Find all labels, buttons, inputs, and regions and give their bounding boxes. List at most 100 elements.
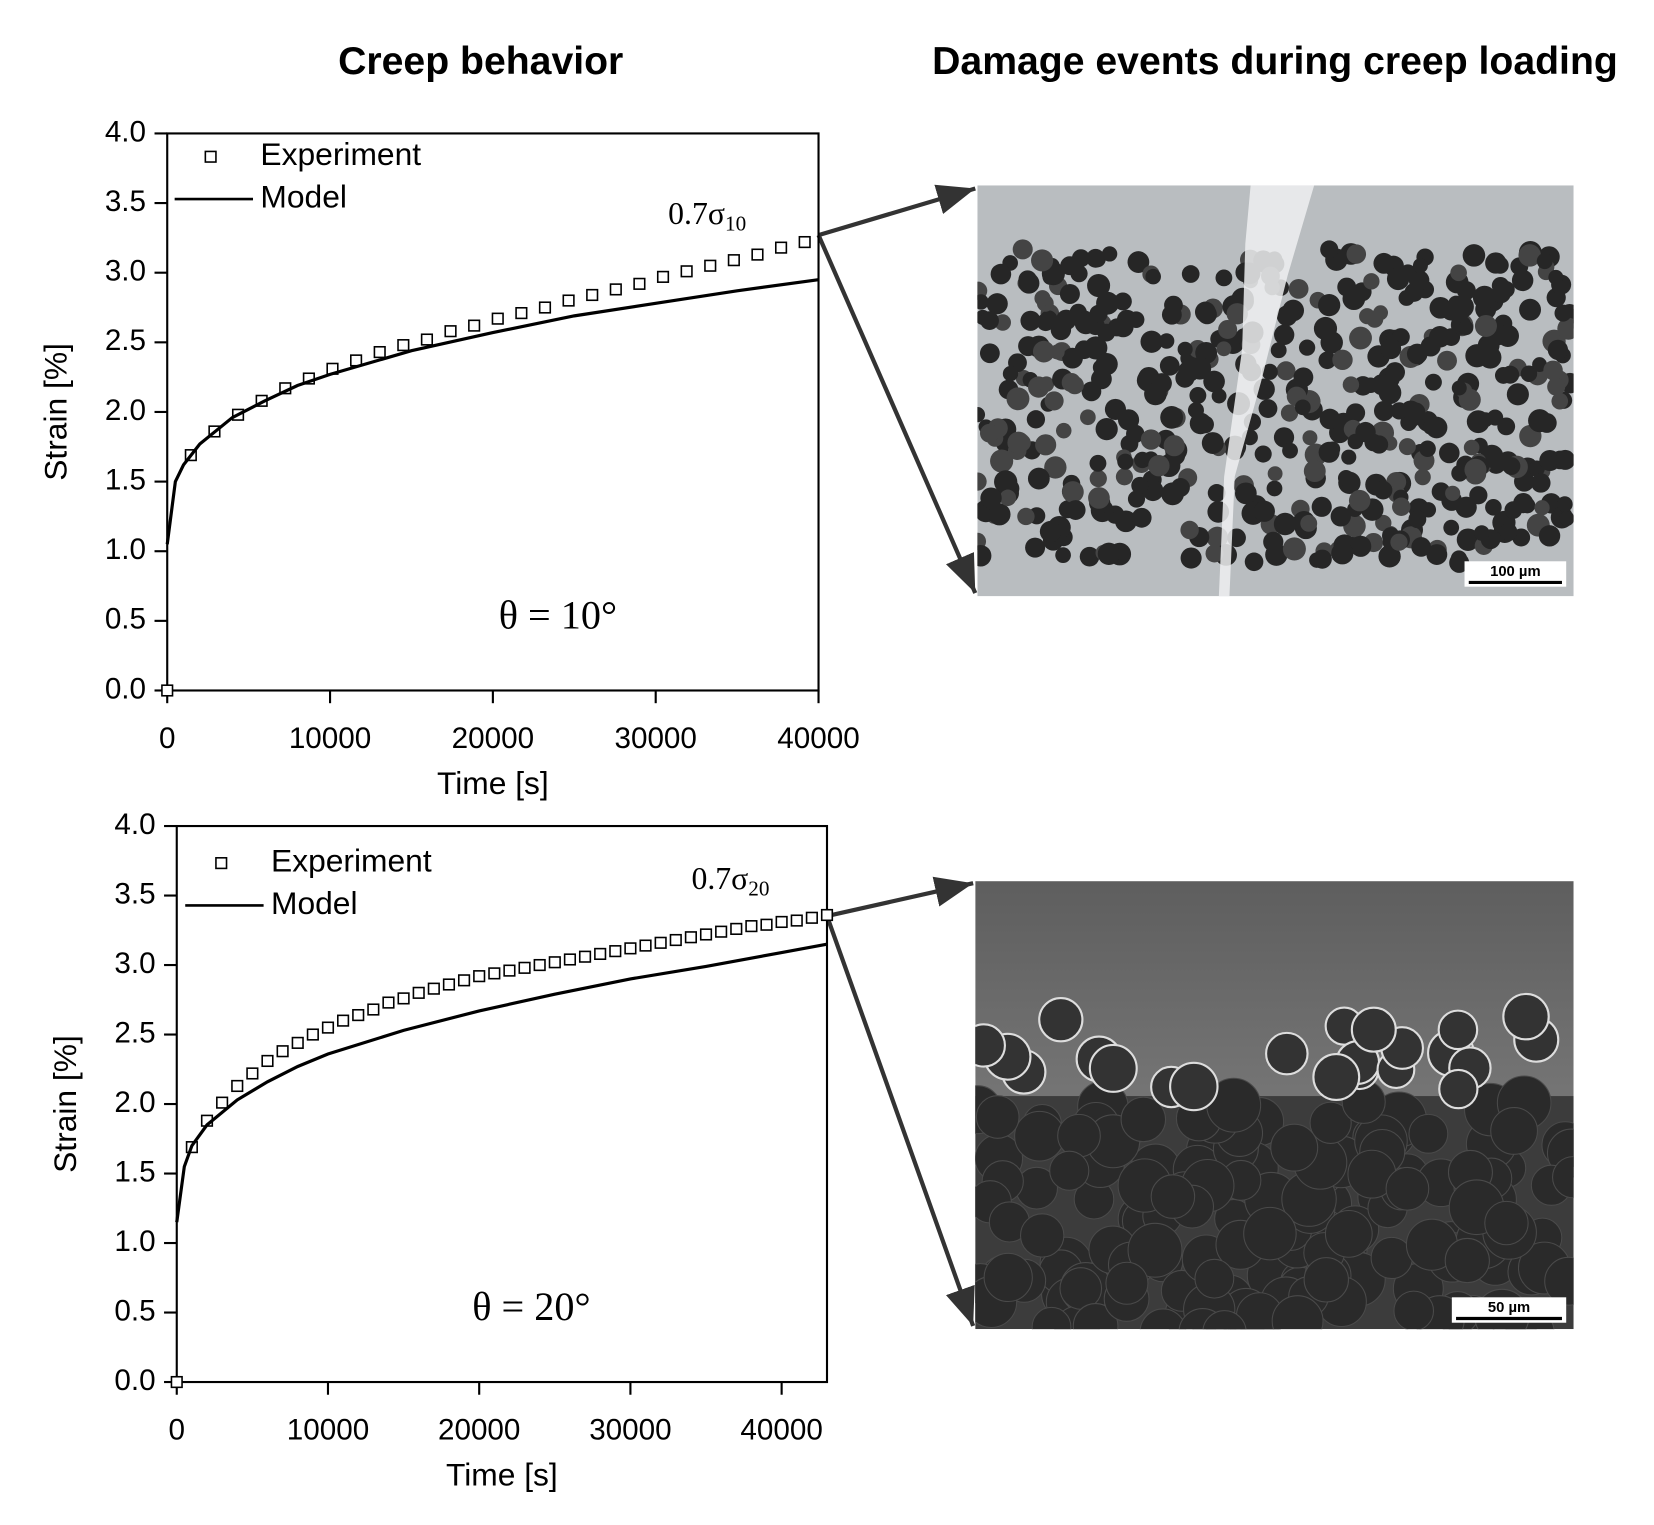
fiber: [1311, 496, 1332, 517]
fiber: [1312, 549, 1332, 569]
x-axis-label: Time [s]: [437, 765, 549, 801]
fiber: [1506, 383, 1529, 406]
data-point: [352, 1008, 365, 1022]
fiber: [1059, 1267, 1103, 1310]
fiber: [1346, 244, 1367, 264]
fiber: [1265, 543, 1288, 566]
fiber: [1491, 284, 1511, 304]
y-tick-label: 1.5: [114, 1155, 155, 1188]
fiber: [1390, 533, 1408, 551]
fiber: [1057, 1113, 1101, 1158]
data-point: [820, 908, 834, 922]
fiber: [1074, 311, 1098, 335]
fiber: [1270, 1123, 1319, 1172]
data-point: [704, 259, 717, 272]
data-point: [624, 942, 637, 955]
fiber: [1160, 405, 1184, 429]
data-point: [563, 953, 577, 966]
data-point: [774, 241, 788, 254]
fiber: [1420, 502, 1437, 518]
fiber: [1091, 368, 1112, 390]
fiber: [1089, 251, 1106, 268]
fiber: [1534, 500, 1550, 516]
fiber: [1543, 360, 1563, 381]
fiber: [1017, 507, 1035, 526]
fiber: [1528, 409, 1552, 433]
data-point: [594, 947, 607, 961]
annotation-text: 0.7σ: [691, 861, 748, 896]
fiber: [1097, 323, 1116, 342]
data-point: [382, 996, 395, 1009]
fiber: [1243, 1206, 1297, 1261]
fiber: [1438, 1068, 1479, 1110]
fiber: [1348, 489, 1371, 512]
legend-label: Experiment: [271, 842, 432, 878]
data-point: [669, 933, 682, 947]
fiber: [980, 311, 999, 330]
fiber: [1062, 481, 1084, 503]
fiber: [1559, 510, 1574, 527]
fiber: [1437, 1009, 1479, 1051]
fiber: [1342, 376, 1360, 393]
data-point: [276, 1045, 289, 1058]
fiber: [1127, 490, 1146, 508]
fiber: [1300, 514, 1318, 532]
fiber: [1324, 1209, 1373, 1258]
model-line: [165, 278, 819, 545]
data-point: [412, 986, 425, 999]
fiber: [1350, 1006, 1397, 1053]
fiber: [1131, 476, 1149, 495]
arrow: [825, 915, 976, 1327]
fiber: [1188, 357, 1212, 380]
fiber: [1031, 1306, 1072, 1330]
fiber: [1531, 473, 1551, 493]
data-point: [745, 920, 758, 933]
fiber: [1194, 1258, 1235, 1299]
legend-label: Model: [271, 885, 358, 921]
fiber: [1096, 291, 1120, 315]
fiber: [1487, 409, 1504, 426]
legend-marker: [215, 857, 228, 870]
fiber: [1025, 537, 1046, 558]
fiber: [1355, 421, 1376, 443]
fiber: [1449, 296, 1473, 320]
y-axis-label: Strain [%]: [47, 1035, 83, 1173]
data-point: [586, 288, 599, 302]
data-point: [633, 277, 646, 290]
data-point: [715, 925, 728, 938]
fiber: [1074, 340, 1094, 360]
x-tick-label: 0: [169, 1414, 186, 1447]
fiber: [1127, 1222, 1183, 1278]
fiber: [1267, 466, 1283, 482]
fiber: [1463, 439, 1480, 456]
data-point: [684, 931, 697, 944]
y-tick-label: 3.0: [105, 255, 146, 288]
data-point: [503, 964, 516, 977]
fiber: [1552, 1156, 1574, 1199]
fiber: [1215, 269, 1233, 287]
x-tick-label: 40000: [777, 722, 859, 755]
fiber: [1451, 380, 1467, 396]
crack: [1218, 185, 1315, 597]
fiber: [1164, 295, 1183, 315]
fiber: [1298, 339, 1316, 356]
fiber: [999, 489, 1017, 507]
fiber: [1273, 512, 1297, 536]
fiber: [1018, 270, 1037, 289]
fiber: [1371, 374, 1393, 396]
fiber: [1458, 388, 1481, 411]
fiber: [1038, 376, 1055, 392]
fiber: [1027, 467, 1050, 490]
fiber: [1337, 277, 1357, 297]
fiber: [1282, 299, 1305, 322]
data-point: [216, 1096, 229, 1109]
fiber: [1449, 552, 1470, 573]
scale-bar-label: 50 µm: [1488, 1300, 1530, 1316]
fiber: [1177, 341, 1193, 357]
fiber: [1426, 544, 1448, 565]
arrows: [816, 184, 978, 1327]
data-point: [656, 270, 670, 283]
fiber: [1080, 409, 1096, 426]
fiber: [1013, 434, 1031, 452]
fiber: [1313, 316, 1338, 341]
